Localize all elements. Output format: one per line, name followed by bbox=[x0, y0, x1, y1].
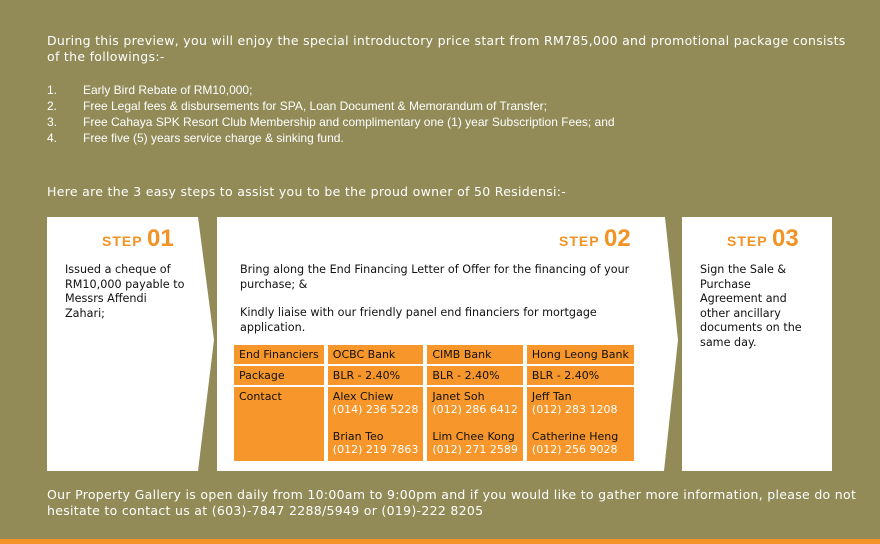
contact-name: Brian Teo bbox=[332, 430, 384, 443]
footer-text: Our Property Gallery is open daily from … bbox=[47, 487, 857, 518]
contact-cell: Janet Soh (012) 286 6412 Lim Chee Kong (012… bbox=[427, 387, 523, 461]
step-word: STEP bbox=[727, 233, 768, 249]
list-item: 3. Free Cahaya SPK Resort Club Membership… bbox=[47, 114, 615, 130]
row-label: End Financiers bbox=[234, 345, 324, 364]
step-1-card: STEP 01 Issued a cheque of RM10,000 paya… bbox=[47, 217, 214, 471]
contact-name: Lim Chee Kong bbox=[432, 430, 515, 443]
step-2-heading: STEP 02 bbox=[559, 225, 631, 253]
step-word: STEP bbox=[102, 233, 143, 249]
contact-name: Catherine Heng bbox=[531, 430, 619, 443]
item-number: 2. bbox=[47, 99, 58, 113]
financiers-table: End Financiers OCBC Bank CIMB Bank Hong … bbox=[230, 343, 638, 463]
table-row: Contact Alex Chiew (014) 236 5228 Brian Te… bbox=[234, 387, 634, 461]
bank-name: CIMB Bank bbox=[427, 345, 523, 364]
item-text: Early Bird Rebate of RM10,000; bbox=[83, 83, 253, 97]
item-text: Free five (5) years service charge & sin… bbox=[83, 131, 344, 145]
contact-cell: Alex Chiew (014) 236 5228 Brian Teo (012) 2… bbox=[327, 387, 424, 461]
contact-name: Alex Chiew bbox=[332, 390, 394, 403]
contact-phone: (012) 219 7863 bbox=[332, 443, 419, 456]
list-item: 1. Early Bird Rebate of RM10,000; bbox=[47, 82, 615, 98]
step-number: 03 bbox=[772, 225, 799, 252]
row-label: Package bbox=[234, 366, 324, 385]
table-row: Package BLR - 2.40% BLR - 2.40% BLR - 2.… bbox=[234, 366, 634, 385]
bank-name: OCBC Bank bbox=[327, 345, 424, 364]
contact-phone: (012) 286 6412 bbox=[432, 403, 518, 416]
bank-name: Hong Leong Bank bbox=[526, 345, 634, 364]
item-number: 1. bbox=[47, 83, 58, 97]
step-1-text: Issued a cheque of RM10,000 payable to M… bbox=[65, 263, 185, 320]
bottom-accent-bar bbox=[0, 539, 880, 544]
step-number: 02 bbox=[604, 225, 631, 252]
package: BLR - 2.40% bbox=[526, 366, 634, 385]
step-2-text-2: Kindly liaise with our friendly panel en… bbox=[240, 306, 597, 334]
item-number: 4. bbox=[47, 131, 58, 145]
step-2-card: STEP 02 Bring along the End Financing Le… bbox=[217, 217, 678, 471]
list-item: 2. Free Legal fees & disbursements for SP… bbox=[47, 98, 615, 114]
item-text: Free Legal fees & disbursements for SPA,… bbox=[83, 99, 547, 113]
contact-phone: (014) 236 5228 bbox=[332, 403, 419, 416]
step-1-heading: STEP 01 bbox=[102, 225, 174, 253]
contact-name: Janet Soh bbox=[432, 390, 485, 403]
intro-text: During this preview, you will enjoy the … bbox=[47, 33, 846, 64]
contact-name: Jeff Tan bbox=[531, 390, 572, 403]
step-2-text-1: Bring along the End Financing Letter of … bbox=[240, 263, 630, 291]
list-item: 4. Free five (5) years service charge & s… bbox=[47, 130, 615, 146]
package: BLR - 2.40% bbox=[327, 366, 424, 385]
contact-phone: (012) 271 2589 bbox=[432, 443, 518, 456]
contact-cell: Jeff Tan (012) 283 1208 Catherine Heng (012… bbox=[526, 387, 634, 461]
package: BLR - 2.40% bbox=[427, 366, 523, 385]
contact-phone: (012) 283 1208 bbox=[531, 403, 618, 416]
contact-phone: (012) 256 9028 bbox=[531, 443, 618, 456]
step-3-text: Sign the Sale & Purchase Agreement and o… bbox=[700, 263, 802, 349]
step-number: 01 bbox=[147, 225, 174, 252]
step-3-heading: STEP 03 bbox=[727, 225, 799, 253]
step-3-card: STEP 03 Sign the Sale & Purchase Agreeme… bbox=[682, 217, 832, 471]
step-word: STEP bbox=[559, 233, 600, 249]
benefits-list: 1. Early Bird Rebate of RM10,000; 2. Free … bbox=[47, 82, 615, 146]
row-label: Contact bbox=[234, 387, 324, 461]
table-row: End Financiers OCBC Bank CIMB Bank Hong … bbox=[234, 345, 634, 364]
item-number: 3. bbox=[47, 115, 58, 129]
item-text: Free Cahaya SPK Resort Club Membership a… bbox=[83, 115, 615, 129]
steps-intro: Here are the 3 easy steps to assist you … bbox=[47, 184, 567, 199]
